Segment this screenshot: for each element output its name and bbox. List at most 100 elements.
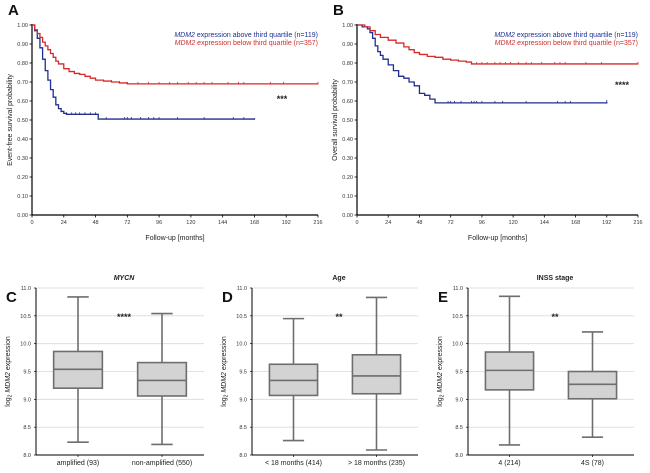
y-tick-label: 1.00	[342, 23, 353, 29]
x-tick-label: 192	[602, 220, 611, 226]
y-tick-label: 9.0	[23, 397, 31, 403]
legend-entry: MDM2 expression above third quartile (n=…	[494, 32, 638, 39]
legend-gene: MDM2	[494, 32, 515, 39]
ylabel-log: log	[221, 397, 228, 406]
ylabel-gene: MDM2	[437, 372, 444, 395]
box-iqr	[567, 370, 618, 400]
x-axis-label: Follow-up [months]	[145, 235, 204, 242]
x-tick-label: 24	[385, 220, 391, 226]
x-tick-label: 120	[186, 220, 195, 226]
significance-marker: **	[551, 312, 559, 322]
significance-marker: ***	[277, 94, 288, 104]
box-iqr	[351, 353, 402, 395]
x-tick-label: 72	[448, 220, 454, 226]
y-tick-label: 8.0	[455, 453, 463, 459]
y-tick-label: 0.10	[17, 194, 28, 200]
legend-text: expression above third quartile (n=119)	[195, 32, 318, 39]
ylabel-rest: expression	[437, 336, 444, 372]
panel-a: A 0.00 0.10 0.20 0.30 0.40 0.50 0.60 0.70 0.80 0.9…	[7, 2, 323, 242]
y-tick-label: 0.10	[342, 194, 353, 200]
category-label: amplified (93)	[57, 460, 99, 467]
y-tick-label: 0.30	[342, 156, 353, 162]
x-axis-label: Follow-up [months]	[468, 235, 527, 242]
x-tick-label: 24	[61, 220, 67, 226]
y-tick-label: 9.0	[239, 397, 247, 403]
box-iqr	[136, 361, 188, 397]
y-axis-label: Overall survival probability	[332, 79, 339, 161]
ylabel-sub: 2	[440, 394, 446, 397]
y-tick-label: 0.30	[17, 156, 28, 162]
y-tick-label: 0.70	[342, 80, 353, 86]
panel-label: D	[222, 289, 233, 306]
x-tick-label: 216	[313, 220, 322, 226]
x-tick-label: 120	[509, 220, 518, 226]
y-tick-label: 1.00	[17, 23, 28, 29]
x-tick-label: 144	[540, 220, 549, 226]
y-tick-label: 0.40	[342, 137, 353, 143]
legend-gene: MDM2	[174, 32, 195, 39]
x-tick-label: 48	[416, 220, 422, 226]
x-tick-label: 96	[156, 220, 162, 226]
y-axis-label: log2 MDM2 expression	[221, 336, 230, 407]
box-title: INSS stage	[537, 275, 574, 282]
y-tick-label: 10.0	[20, 342, 31, 348]
y-tick-label: 11.0	[237, 286, 247, 292]
legend-text: expression below third quartile (n=357)	[195, 40, 318, 47]
ylabel-sub: 2	[224, 394, 230, 397]
x-tick-label: 168	[571, 220, 580, 226]
category-label: < 18 months (414)	[265, 460, 322, 467]
y-tick-label: 0.60	[342, 99, 353, 105]
ylabel-rest: expression	[5, 336, 12, 372]
y-tick-label: 0.80	[17, 61, 28, 67]
ylabel-log: log	[437, 397, 444, 406]
x-tick-label: 192	[282, 220, 291, 226]
legend-text: expression below third quartile (n=357)	[515, 40, 638, 47]
y-tick-label: 0.90	[342, 42, 353, 48]
y-tick-label: 10.0	[452, 342, 463, 348]
ylabel-rest: expression	[221, 336, 228, 372]
panel-b: B 0.00 0.10 0.20 0.30 0.40 0.50 0.60 0.70 0.80 0.9…	[332, 2, 643, 242]
y-tick-label: 9.5	[239, 370, 247, 376]
panel-e: E INSS stage 8.0 8.5 9.0 9.5 10.0 10.5 11.0 log2 …	[437, 275, 634, 467]
y-tick-label: 8.5	[23, 425, 31, 431]
legend-entry: MDM2 expression below third quartile (n=…	[175, 40, 318, 47]
y-tick-label: 0.90	[17, 42, 28, 48]
category-label: > 18 months (235)	[348, 460, 405, 467]
y-tick-label: 11.0	[21, 286, 31, 292]
y-tick-label: 8.0	[239, 453, 247, 459]
panel-c: C MYCN 8.0 8.5 9.0 9.5 10.0 10.5 11.0 log2 MDM2 e…	[5, 275, 204, 467]
significance-marker: ****	[615, 80, 630, 90]
y-tick-label: 0.00	[17, 213, 28, 219]
y-axis-label: Event-free survival probability	[7, 74, 14, 166]
y-tick-label: 0.50	[17, 118, 28, 124]
y-tick-label: 10.5	[20, 314, 31, 320]
x-tick-label: 48	[92, 220, 98, 226]
category-label: non-amplified (550)	[132, 460, 192, 467]
y-tick-label: 0.50	[342, 118, 353, 124]
x-tick-label: 96	[479, 220, 485, 226]
legend-gene: MDM2	[495, 40, 516, 47]
y-tick-label: 9.5	[455, 370, 463, 376]
box-title: Age	[332, 275, 345, 282]
y-tick-label: 9.5	[23, 370, 31, 376]
y-tick-label: 0.40	[17, 137, 28, 143]
significance-marker: ****	[117, 312, 132, 322]
legend-gene: MDM2	[175, 40, 196, 47]
category-label: 4S (78)	[581, 460, 604, 467]
x-tick-label: 0	[355, 220, 358, 226]
y-tick-label: 8.5	[455, 425, 463, 431]
x-tick-label: 72	[124, 220, 130, 226]
y-tick-label: 0.20	[342, 175, 353, 181]
panel-d: D Age 8.0 8.5 9.0 9.5 10.0 10.5 11.0 log2 MDM2 ex…	[221, 275, 418, 467]
legend-entry: MDM2 expression below third quartile (n=…	[495, 40, 638, 47]
x-tick-label: 216	[633, 220, 642, 226]
panel-label: E	[438, 289, 448, 306]
ylabel-log: log	[5, 397, 12, 406]
y-tick-label: 11.0	[453, 286, 463, 292]
ylabel-sub: 2	[8, 394, 14, 397]
legend-text: expression above third quartile (n=119)	[515, 32, 638, 39]
x-tick-label: 0	[30, 220, 33, 226]
x-tick-label: 168	[250, 220, 259, 226]
y-tick-label: 0.60	[17, 99, 28, 105]
